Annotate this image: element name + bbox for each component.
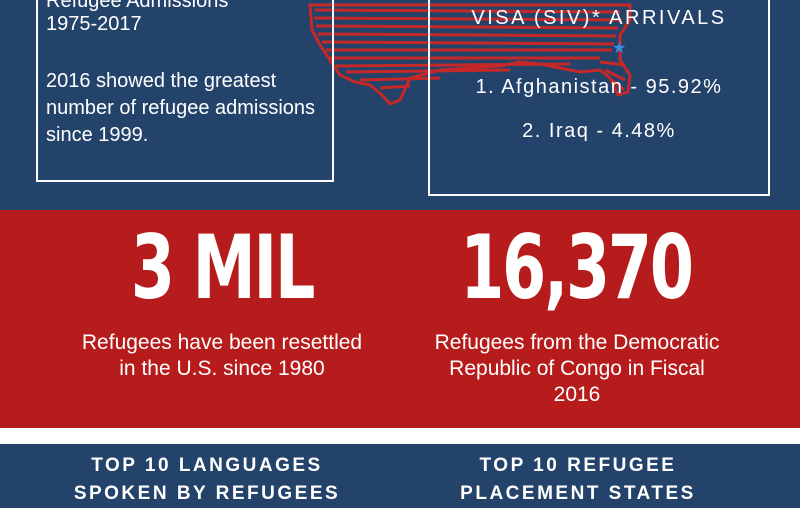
stat-caption-congo: Refugees from the Democratic Republic of…: [434, 331, 720, 406]
admissions-note: 2016 showed the greatest number of refug…: [46, 70, 316, 146]
admissions-title: Refugee Admissions: [46, 0, 229, 12]
stats-section: [0, 210, 800, 428]
siv-box: [428, 0, 770, 196]
stat-value-resettled: 3 MIL: [130, 216, 316, 319]
states-heading: TOP 10 REFUGEE PLACEMENT STATES: [460, 455, 696, 504]
admissions-years: 1975-2017: [46, 13, 142, 35]
siv-item-iraq: 2. Iraq - 4.48%: [522, 120, 676, 142]
star-icon: ★: [612, 40, 627, 57]
bottom-section: [0, 444, 800, 500]
admissions-box: [36, 0, 334, 182]
stat-value-congo: 16,370: [460, 216, 694, 319]
stat-caption-resettled: Refugees have been resettled in the U.S.…: [81, 331, 363, 380]
divider-band: [0, 428, 800, 444]
siv-header: VISA (SIV)* ARRIVALS: [471, 7, 727, 29]
languages-heading: TOP 10 LANGUAGES SPOKEN BY REFUGEES: [73, 455, 341, 504]
siv-item-afghanistan: 1. Afghanistan - 95.92%: [475, 76, 723, 98]
